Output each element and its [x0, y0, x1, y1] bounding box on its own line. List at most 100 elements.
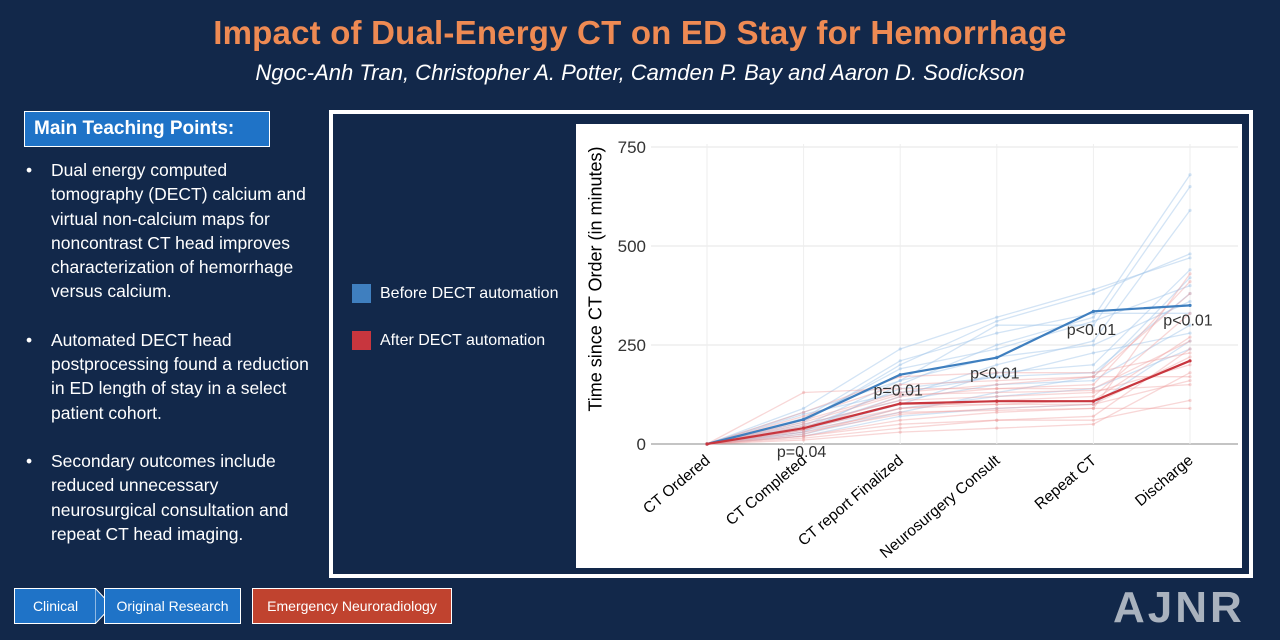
before-patient-line-point — [995, 323, 999, 327]
before-patient-line-point — [898, 347, 902, 351]
legend-item-after: After DECT automation — [352, 331, 545, 350]
after-patient-line-point — [1091, 375, 1095, 379]
before-patient-line-point — [898, 379, 902, 383]
before-patient-line-point — [1188, 173, 1192, 177]
teaching-point: • Automated DECT head postprocessing foun… — [24, 328, 324, 425]
teaching-points-list: • Dual energy computed tomography (DECT) … — [24, 158, 324, 570]
p-value-annotation: p<0.01 — [970, 366, 1019, 383]
x-tick-label: CT Ordered — [640, 452, 713, 517]
after-patient-line-point — [1091, 418, 1095, 422]
after-patient-line — [706, 348, 1191, 445]
after-patient-line-point — [898, 394, 902, 399]
after-patient-line — [706, 281, 1191, 445]
teaching-point-text: Automated DECT head postprocessing found… — [51, 329, 309, 423]
before-mean-line — [706, 304, 1191, 446]
after-patient-line — [706, 352, 1191, 445]
before-patient-line — [706, 186, 1191, 445]
after-patient-line-point — [995, 386, 999, 391]
after-patient-line-point — [995, 386, 999, 391]
after-patient-line-point — [1188, 347, 1192, 351]
after-patient-line — [706, 407, 1190, 445]
after-patient-line-point — [898, 410, 902, 414]
before-patient-line-point — [1091, 339, 1095, 343]
before-patient-line-point — [1091, 323, 1095, 327]
plot-panel: Time since CT Order (in minutes) 0 250 500… — [576, 124, 1242, 568]
before-patient-line-point — [802, 410, 806, 414]
bullet-icon: • — [26, 450, 33, 471]
legend-swatch-after — [352, 331, 371, 350]
after-patient-line — [706, 399, 1191, 445]
before-patient-line-point — [995, 363, 999, 367]
after-patient-line-point — [802, 436, 806, 440]
tag-original-research[interactable]: Original Research — [104, 588, 241, 624]
before-patient-line-point — [898, 367, 902, 371]
after-patient-line-point — [995, 379, 999, 383]
after-patient-line-point — [1091, 390, 1095, 395]
before-patient-line-point — [802, 430, 806, 434]
before-patient-line-point — [1091, 386, 1095, 391]
tag-emergency-neuroradiology[interactable]: Emergency Neuroradiology — [252, 588, 452, 624]
after-patient-line-point — [1091, 394, 1095, 399]
after-patient-line-point — [995, 418, 999, 422]
before-patient-line-point — [1188, 347, 1192, 351]
bullet-icon: • — [26, 329, 33, 350]
after-patient-line — [706, 364, 1191, 445]
after-patient-line-point — [802, 414, 806, 418]
before-patient-line — [706, 300, 1191, 445]
after-patient-line-point — [1091, 414, 1095, 418]
after-patient-line-point — [898, 430, 902, 434]
legend-label-after: After DECT automation — [380, 331, 546, 349]
after-patient-line-point — [802, 390, 806, 395]
after-patient-line — [706, 336, 1191, 445]
before-patient-line-point — [898, 414, 902, 418]
after-patient-line — [706, 376, 1190, 445]
after-patient-line-point — [995, 426, 999, 430]
before-mean-line-point — [898, 373, 902, 377]
before-patient-line — [706, 257, 1191, 445]
after-patient-line-point — [1091, 402, 1095, 406]
tag-clinical[interactable]: Clinical — [14, 588, 96, 624]
after-patient-line-point — [1188, 335, 1192, 339]
before-patient-line-point — [995, 383, 999, 387]
after-patient-line-point — [898, 392, 902, 397]
x-tick-label: Discharge — [1132, 452, 1196, 510]
after-patient-line-point — [1188, 398, 1192, 403]
legend-label-before: Before DECT automation — [380, 284, 559, 302]
before-mean-line-point — [995, 356, 999, 360]
after-patient-line-point — [898, 398, 902, 403]
after-patient-line — [706, 356, 1191, 445]
before-patient-line-point — [1091, 319, 1095, 323]
before-patient-line-point — [1188, 323, 1192, 327]
after-patient-line-point — [898, 418, 902, 422]
y-tick-label: 750 — [618, 138, 646, 157]
after-patient-line-point — [995, 402, 999, 406]
after-mean-line-point — [802, 426, 806, 430]
before-patient-line-point — [1091, 402, 1095, 406]
after-patient-line-point — [898, 406, 902, 410]
before-patient-line-point — [1188, 331, 1192, 335]
before-patient-line — [706, 277, 1191, 445]
page-title: Impact of Dual-Energy CT on ED Stay for … — [213, 14, 1067, 51]
before-mean-line-point — [1091, 309, 1095, 313]
after-patient-line-point — [995, 410, 999, 414]
after-patient-line-point — [995, 394, 999, 399]
before-patient-line-point — [898, 383, 902, 387]
before-patient-line-point — [1188, 284, 1192, 288]
after-patient-line-point — [802, 422, 806, 426]
after-patient-line-point — [1091, 371, 1095, 375]
before-patient-line-point — [898, 379, 902, 383]
after-mean-line-point — [705, 442, 709, 446]
after-patient-line-point — [1091, 422, 1095, 426]
p-value-annotation: p=0.01 — [874, 382, 923, 399]
before-patient-line-point — [898, 410, 902, 414]
legend-swatch-before — [352, 284, 371, 303]
before-patient-line-point — [802, 432, 806, 436]
before-patient-line-point — [995, 394, 999, 399]
before-patient-line-point — [1091, 351, 1095, 355]
after-patient-line-point — [1188, 379, 1192, 383]
after-patient-line-point — [1091, 406, 1095, 410]
before-patient-line-point — [995, 375, 999, 379]
before-patient-line-point — [1091, 287, 1095, 292]
before-patient-line — [706, 269, 1191, 445]
